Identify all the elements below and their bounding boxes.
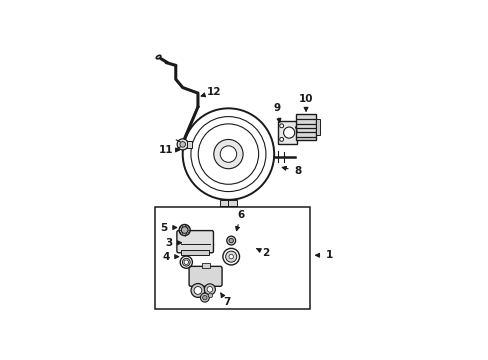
Circle shape (194, 287, 202, 294)
Bar (278, 121, 297, 144)
Circle shape (225, 251, 236, 262)
Text: 3: 3 (165, 238, 173, 248)
Text: 7: 7 (223, 297, 230, 307)
Text: 11: 11 (159, 145, 173, 155)
Circle shape (220, 146, 236, 162)
Bar (316, 120, 319, 135)
Circle shape (177, 139, 188, 150)
Bar (181, 250, 208, 255)
Text: 6: 6 (237, 210, 244, 220)
Text: 1: 1 (325, 250, 332, 260)
Bar (202, 263, 210, 268)
Text: 4: 4 (163, 252, 170, 262)
Bar (295, 114, 316, 140)
Circle shape (204, 284, 215, 295)
Bar (186, 141, 191, 148)
Circle shape (279, 138, 283, 141)
Bar (155, 207, 309, 309)
Text: 5: 5 (160, 222, 167, 233)
Bar (228, 200, 236, 206)
Circle shape (180, 141, 185, 147)
FancyBboxPatch shape (189, 266, 222, 286)
Circle shape (279, 124, 283, 128)
FancyBboxPatch shape (177, 231, 213, 253)
Text: 12: 12 (206, 87, 221, 97)
Circle shape (183, 260, 188, 264)
Text: 9: 9 (273, 103, 280, 113)
Circle shape (202, 296, 207, 300)
Circle shape (226, 236, 235, 245)
Circle shape (228, 238, 233, 243)
Text: 8: 8 (294, 166, 302, 176)
Circle shape (208, 293, 212, 298)
Text: 10: 10 (298, 94, 313, 104)
Circle shape (228, 255, 233, 259)
Circle shape (191, 284, 204, 297)
Circle shape (200, 293, 209, 302)
Circle shape (181, 227, 187, 233)
Circle shape (283, 127, 294, 138)
Text: 2: 2 (262, 248, 269, 258)
Circle shape (182, 258, 190, 266)
Circle shape (207, 287, 212, 292)
Ellipse shape (156, 55, 161, 59)
Bar (220, 200, 228, 206)
Circle shape (213, 139, 243, 169)
Circle shape (179, 225, 190, 235)
